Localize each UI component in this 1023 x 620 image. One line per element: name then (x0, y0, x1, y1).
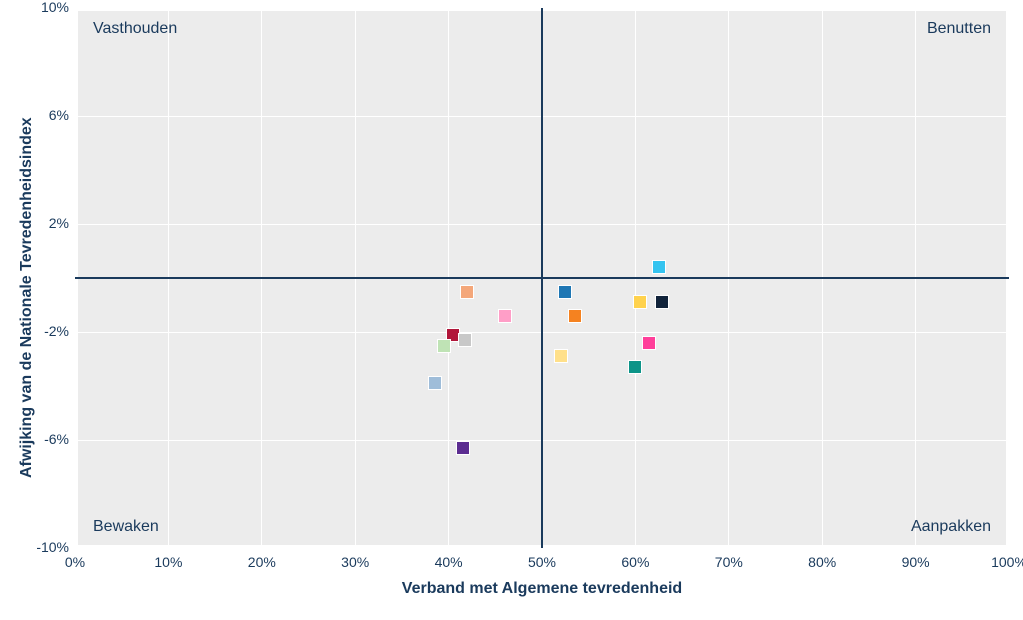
quadrant-label-top-left: Vasthouden (93, 20, 177, 38)
y-tick-label: -6% (25, 431, 69, 447)
data-point (437, 339, 451, 353)
x-tick-label: 70% (704, 554, 754, 570)
horizontal-reference-line (75, 277, 1009, 279)
data-point (568, 309, 582, 323)
x-tick-label: 80% (797, 554, 847, 570)
quadrant-label-bottom-left: Bewaken (93, 518, 159, 536)
x-tick-label: 10% (143, 554, 193, 570)
y-tick-label: 2% (25, 215, 69, 231)
x-tick-label: 50% (517, 554, 567, 570)
x-tick-label: 30% (330, 554, 380, 570)
data-point (458, 333, 472, 347)
data-point (498, 309, 512, 323)
data-point (558, 285, 572, 299)
data-point (460, 285, 474, 299)
data-point (642, 336, 656, 350)
data-point (652, 260, 666, 274)
x-tick-label: 90% (891, 554, 941, 570)
x-tick-label: 0% (50, 554, 100, 570)
x-tick-label: 100% (984, 554, 1023, 570)
y-tick-label: 6% (25, 107, 69, 123)
data-point (628, 360, 642, 374)
quadrant-scatter-chart: Afwijking van de Nationale Tevredenheids… (0, 0, 1023, 620)
y-axis-title: Afwijking van de Nationale Tevredenheids… (18, 117, 36, 478)
x-tick-label: 20% (237, 554, 287, 570)
y-tick-label: -10% (25, 539, 69, 555)
data-point (633, 295, 647, 309)
y-tick-label: -2% (25, 323, 69, 339)
x-tick-label: 40% (424, 554, 474, 570)
quadrant-label-top-right: Benutten (927, 20, 991, 38)
data-point (456, 441, 470, 455)
x-tick-label: 60% (610, 554, 660, 570)
data-point (428, 376, 442, 390)
y-tick-label: 10% (25, 0, 69, 15)
data-point (655, 295, 669, 309)
quadrant-label-bottom-right: Aanpakken (911, 518, 991, 536)
data-point (554, 349, 568, 363)
x-axis-title: Verband met Algemene tevredenheid (75, 580, 1009, 598)
